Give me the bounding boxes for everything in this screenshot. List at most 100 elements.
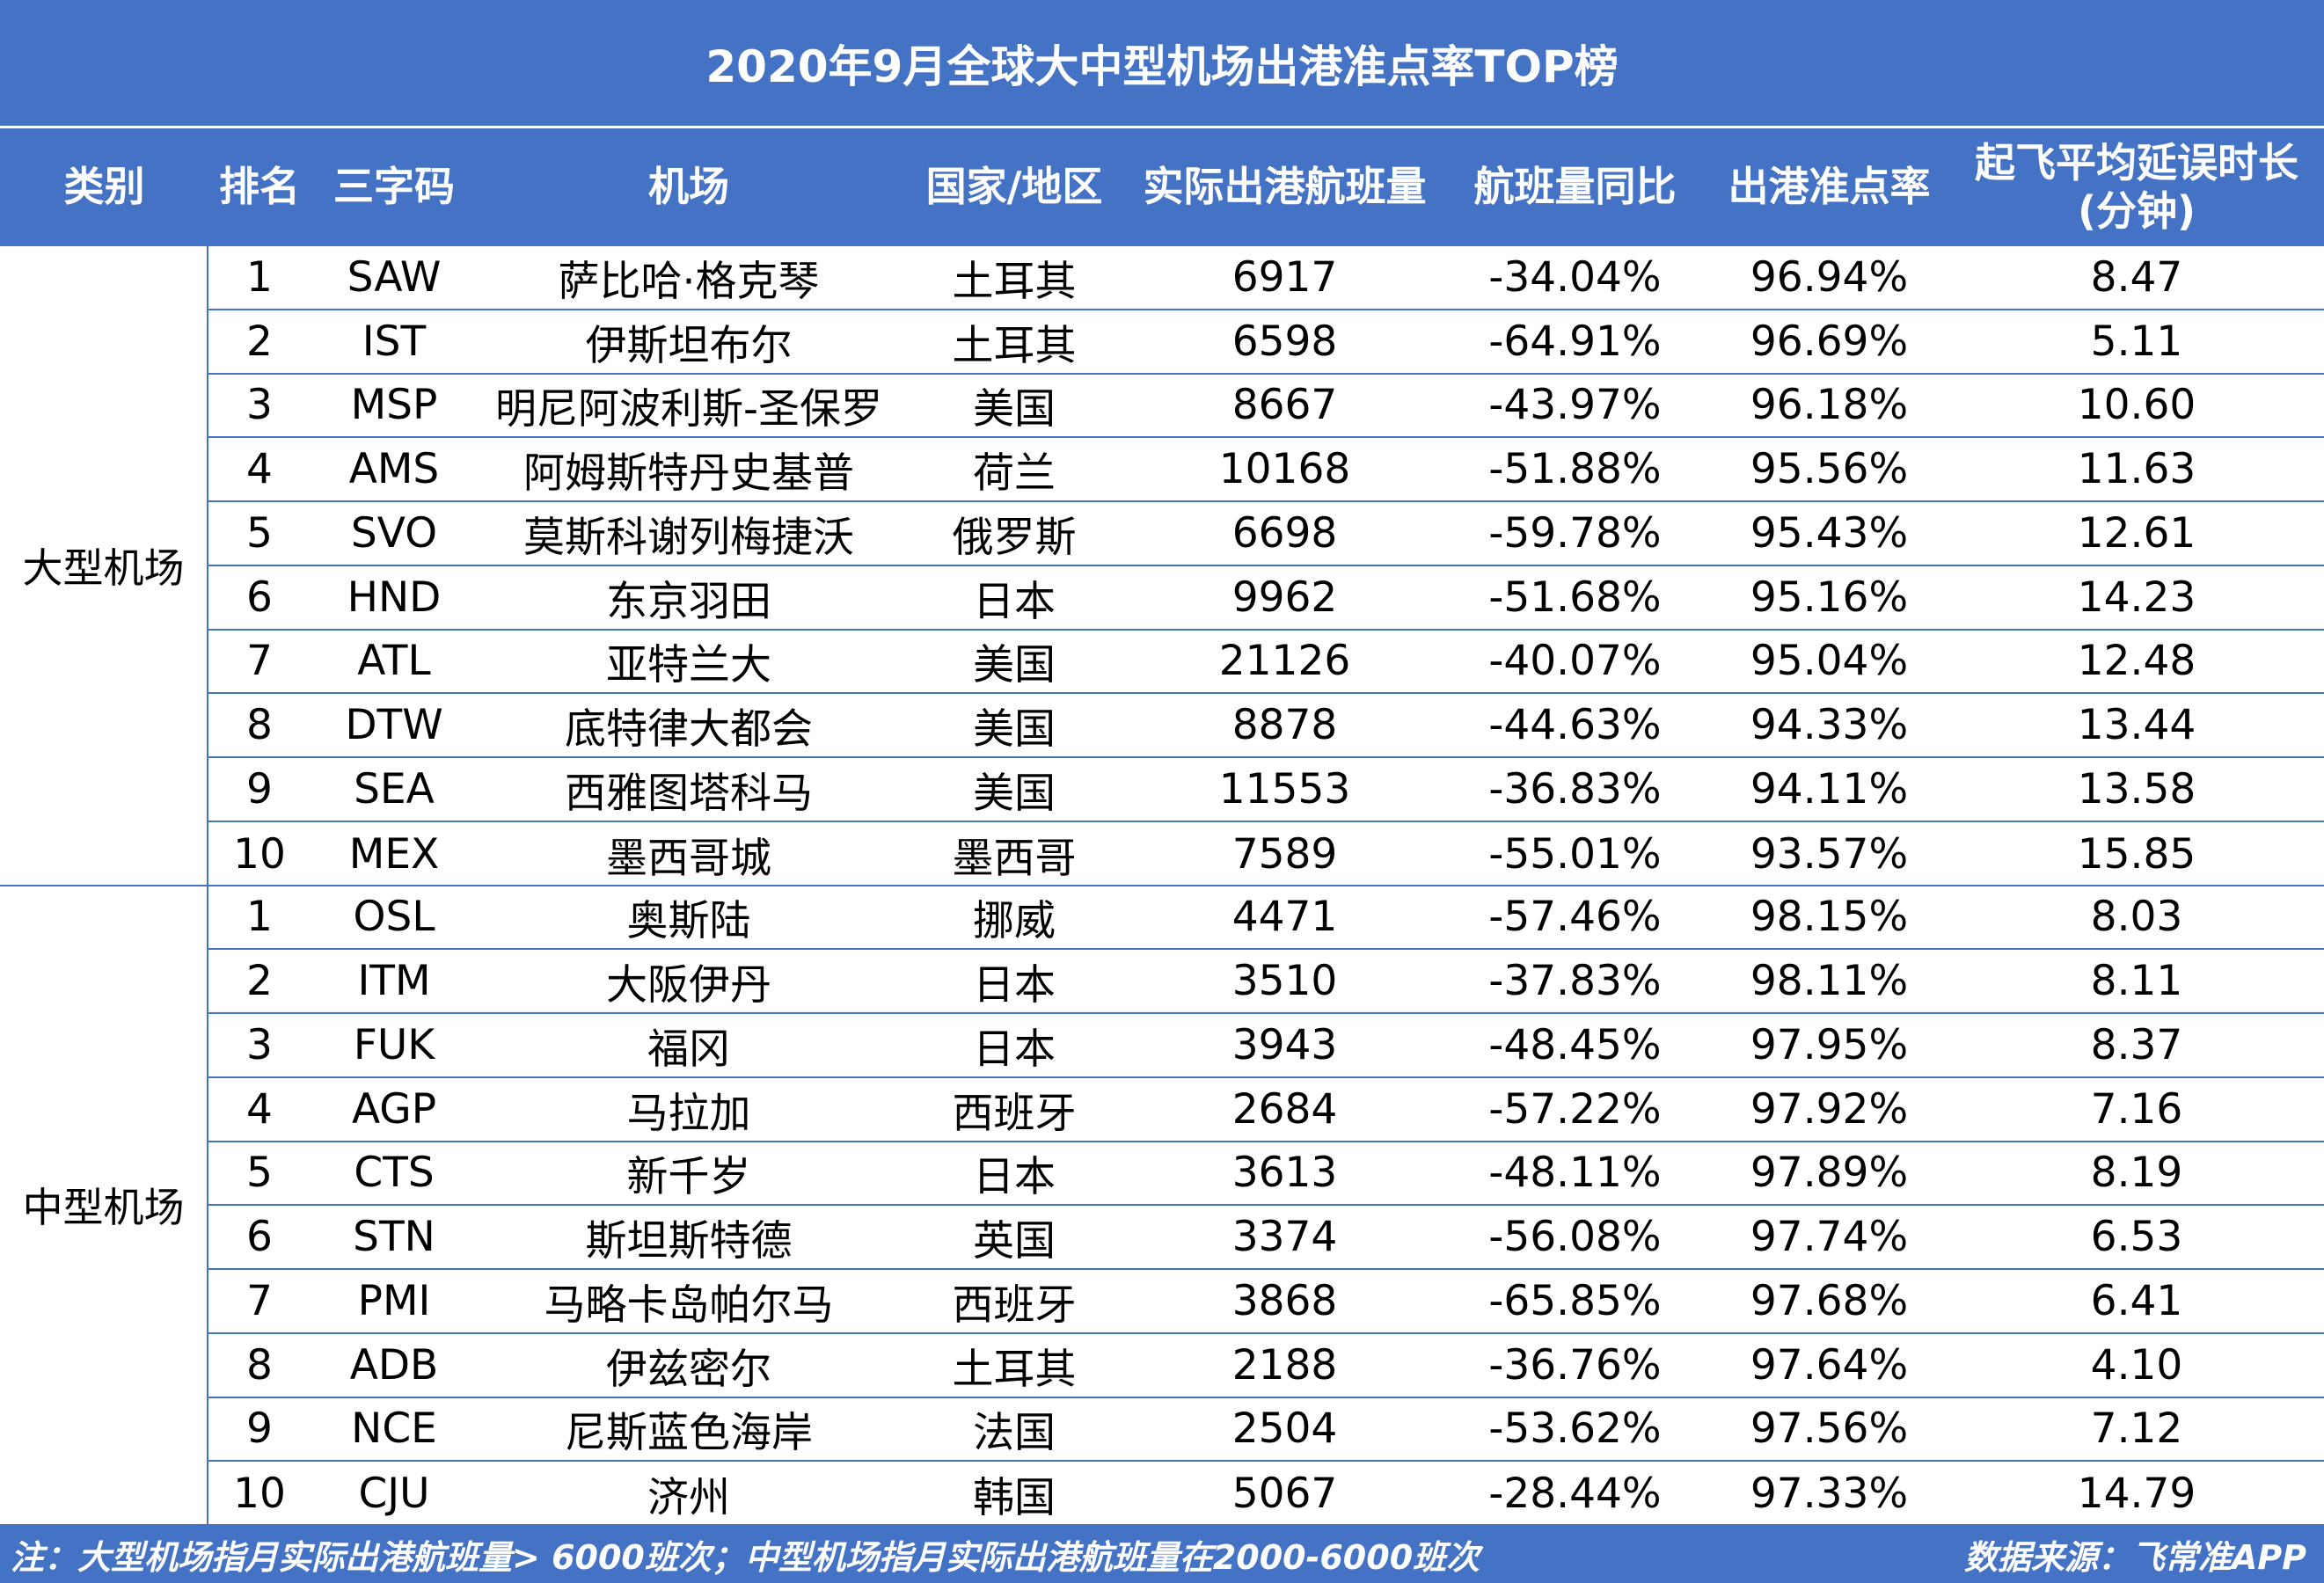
cell-flights: 7589 [1231, 829, 1338, 879]
cell-yoy: -55.01% [1488, 829, 1662, 879]
cell-yoy: -40.07% [1488, 637, 1662, 686]
header-delay-line2: (分钟) [2077, 187, 2196, 235]
cell-airport: 阿姆斯特丹史基普 [523, 449, 854, 499]
cell-code: SEA [354, 764, 435, 813]
cell-delay: 7.16 [2090, 1084, 2183, 1134]
table-title: 2020年9月全球大中型机场出港准点率TOP榜 [0, 0, 2324, 128]
cell-airport: 大阪伊丹 [606, 961, 771, 1010]
table-row: 3 FUK 福冈 日本 3943 -48.45% 97.95% 8.37 [208, 1014, 2324, 1078]
cell-ontime: 95.56% [1750, 445, 1909, 494]
header-rank: 排名 [219, 163, 300, 211]
cell-flights: 8878 [1231, 701, 1338, 750]
cell-country: 日本 [973, 577, 1056, 626]
cell-rank: 8 [246, 701, 273, 750]
table-footer: 注：大型机场指月实际出港航班量> 6000班次；中型机场指月实际出港航班量在20… [0, 1526, 2324, 1583]
cell-airport: 墨西哥城 [606, 834, 771, 883]
cell-country: 西班牙 [952, 1280, 1077, 1330]
cell-country: 美国 [973, 385, 1056, 434]
cell-rank: 2 [246, 317, 273, 366]
cell-yoy: -64.91% [1488, 317, 1662, 366]
header-airport: 机场 [648, 163, 729, 211]
cell-delay: 8.11 [2090, 957, 2183, 1006]
cell-country: 日本 [973, 961, 1056, 1010]
cell-code: FUK [353, 1020, 435, 1069]
table-row: 9 SEA 西雅图塔科马 美国 11553 -36.83% 94.11% 13.58 [208, 758, 2324, 822]
cell-flights: 2188 [1231, 1340, 1338, 1390]
cell-delay: 13.58 [2077, 764, 2196, 813]
header-delay-line1: 起飞平均延误时长 [1975, 138, 2298, 186]
cell-code: MSP [350, 381, 438, 430]
cell-code: ATL [357, 637, 431, 686]
cell-yoy: -57.22% [1488, 1084, 1662, 1134]
category-label: 大型机场 [0, 246, 208, 885]
table-header-row: 类别 排名 三字码 机场 国家/地区 实际出港航班量 航班量同比 出港准点率 起… [0, 128, 2324, 246]
cell-ontime: 96.18% [1750, 381, 1909, 430]
cell-flights: 2684 [1231, 1084, 1338, 1134]
cell-flights: 9962 [1231, 573, 1338, 622]
cell-rank: 9 [246, 764, 273, 813]
cell-delay: 7.12 [2090, 1404, 2183, 1454]
cell-ontime: 97.33% [1750, 1470, 1909, 1519]
cell-code: STN [353, 1213, 435, 1262]
cell-ontime: 97.95% [1750, 1020, 1909, 1069]
cell-code: CTS [354, 1149, 435, 1198]
cell-code: HND [347, 573, 442, 622]
cell-flights: 6598 [1231, 317, 1338, 366]
cell-rank: 4 [246, 1084, 273, 1134]
cell-rank: 7 [246, 637, 273, 686]
cell-ontime: 95.04% [1750, 637, 1909, 686]
cell-country: 土耳其 [952, 321, 1077, 370]
cell-country: 英国 [973, 1217, 1056, 1266]
cell-country: 美国 [973, 641, 1056, 690]
cell-yoy: -65.85% [1488, 1276, 1662, 1325]
cell-flights: 3613 [1231, 1149, 1338, 1198]
header-flights: 实际出港航班量 [1143, 163, 1427, 211]
cell-delay: 8.03 [2090, 893, 2183, 942]
cell-yoy: -28.44% [1488, 1470, 1662, 1519]
table-body: 大型机场 1 SAW 萨比哈·格克琴 土耳其 6917 -34.04% 96.94% 8.47 2… [0, 246, 2324, 1526]
cell-code: NCE [351, 1404, 437, 1454]
cell-ontime: 98.15% [1750, 893, 1909, 942]
cell-yoy: -56.08% [1488, 1213, 1662, 1262]
cell-flights: 3943 [1231, 1020, 1338, 1069]
cell-yoy: -34.04% [1488, 252, 1662, 302]
cell-ontime: 95.43% [1750, 508, 1909, 558]
cell-yoy: -37.83% [1488, 957, 1662, 1006]
cell-flights: 6698 [1231, 508, 1338, 558]
cell-flights: 6917 [1231, 252, 1338, 302]
cell-airport: 斯坦斯特德 [585, 1217, 793, 1266]
cell-country: 土耳其 [952, 257, 1077, 306]
cell-ontime: 97.56% [1750, 1404, 1909, 1454]
cell-flights: 8667 [1231, 381, 1338, 430]
cell-airport: 莫斯科谢列梅捷沃 [523, 513, 854, 562]
cell-airport: 伊斯坦布尔 [585, 321, 793, 370]
cell-code: AGP [351, 1084, 437, 1134]
cell-rank: 7 [246, 1276, 273, 1325]
cell-yoy: -53.62% [1488, 1404, 1662, 1454]
table-row: 2 ITM 大阪伊丹 日本 3510 -37.83% 98.11% 8.11 [208, 950, 2324, 1014]
cell-rank: 3 [246, 1020, 273, 1069]
header-delay: 起飞平均延误时长 (分钟) [1949, 128, 2324, 246]
cell-airport: 尼斯蓝色海岸 [565, 1409, 813, 1458]
cell-code: CJU [358, 1470, 430, 1519]
cell-flights: 3868 [1231, 1276, 1338, 1325]
cell-yoy: -59.78% [1488, 508, 1662, 558]
cell-code: DTW [345, 701, 443, 750]
cell-ontime: 94.33% [1750, 701, 1909, 750]
cell-airport: 亚特兰大 [606, 641, 771, 690]
cell-yoy: -51.68% [1488, 573, 1662, 622]
cell-delay: 4.10 [2090, 1340, 2183, 1390]
cell-airport: 西雅图塔科马 [565, 769, 813, 818]
table-row: 5 CTS 新千岁 日本 3613 -48.11% 97.89% 8.19 [208, 1142, 2324, 1207]
cell-flights: 5067 [1231, 1470, 1338, 1519]
category-group: 大型机场 1 SAW 萨比哈·格克琴 土耳其 6917 -34.04% 96.94% 8.47 2… [0, 246, 2324, 886]
cell-code: ADB [349, 1340, 439, 1390]
table-row: 3 MSP 明尼阿波利斯-圣保罗 美国 8667 -43.97% 96.18% 10.60 [208, 375, 2324, 439]
cell-delay: 8.37 [2090, 1020, 2183, 1069]
table-row: 7 ATL 亚特兰大 美国 21126 -40.07% 95.04% 12.48 [208, 631, 2324, 695]
cell-rank: 8 [246, 1340, 273, 1390]
cell-yoy: -44.63% [1488, 701, 1662, 750]
cell-country: 韩国 [973, 1474, 1056, 1523]
table-row: 9 NCE 尼斯蓝色海岸 法国 2504 -53.62% 97.56% 7.12 [208, 1398, 2324, 1463]
